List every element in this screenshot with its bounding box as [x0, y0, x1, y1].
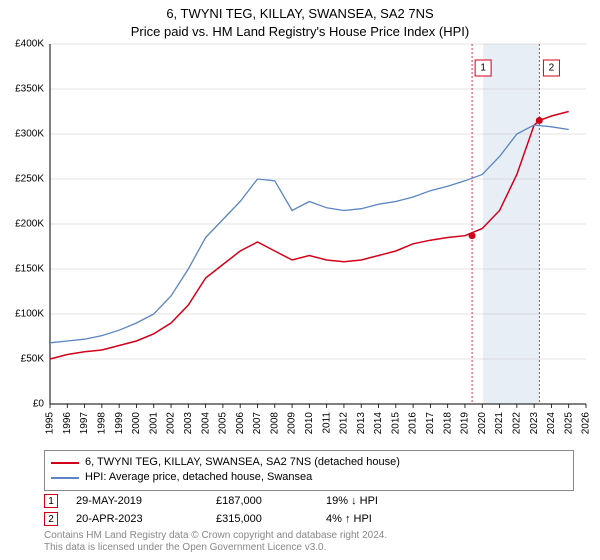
svg-text:1999: 1999: [114, 412, 125, 435]
legend-label: HPI: Average price, detached house, Swan…: [85, 470, 312, 485]
footer-attribution: Contains HM Land Registry data © Crown c…: [44, 530, 387, 554]
svg-text:£150K: £150K: [15, 264, 44, 275]
transaction-pct: 4% ↑ HPI: [326, 513, 446, 525]
svg-text:2008: 2008: [269, 412, 280, 435]
svg-text:£350K: £350K: [15, 84, 44, 95]
svg-text:2015: 2015: [390, 412, 401, 435]
footer-line-1: Contains HM Land Registry data © Crown c…: [44, 530, 387, 542]
svg-text:2026: 2026: [581, 412, 592, 435]
svg-text:2003: 2003: [183, 412, 194, 435]
svg-text:2020: 2020: [477, 412, 488, 435]
svg-text:2014: 2014: [373, 412, 384, 435]
svg-text:2001: 2001: [148, 412, 159, 435]
svg-text:2011: 2011: [321, 412, 332, 434]
svg-text:2009: 2009: [287, 412, 298, 435]
transaction-date: 29-MAY-2019: [76, 495, 216, 507]
legend-item: HPI: Average price, detached house, Swan…: [51, 470, 567, 485]
svg-text:2013: 2013: [356, 412, 367, 435]
transaction-row: 2 20-APR-2023£315,0004% ↑ HPI: [44, 510, 574, 528]
svg-text:£100K: £100K: [15, 309, 44, 320]
transaction-pct: 19% ↓ HPI: [326, 495, 446, 507]
svg-text:£200K: £200K: [15, 219, 44, 230]
svg-text:1: 1: [480, 63, 486, 74]
svg-text:1995: 1995: [45, 412, 56, 435]
svg-text:2018: 2018: [442, 412, 453, 435]
svg-text:2017: 2017: [425, 412, 436, 435]
svg-text:2007: 2007: [252, 412, 263, 435]
svg-text:2005: 2005: [218, 412, 229, 435]
svg-text:£300K: £300K: [15, 129, 44, 140]
svg-text:2019: 2019: [460, 412, 471, 435]
legend: 6, TWYNI TEG, KILLAY, SWANSEA, SA2 7NS (…: [44, 450, 574, 491]
line-chart: £0 £50K £100K £150K £200K £250K £300K £350K £400…: [0, 0, 600, 448]
transaction-row: 1 29-MAY-2019£187,00019% ↓ HPI: [44, 492, 574, 510]
legend-swatch: [51, 462, 79, 464]
svg-text:£250K: £250K: [15, 174, 44, 185]
legend-item: 6, TWYNI TEG, KILLAY, SWANSEA, SA2 7NS (…: [51, 455, 567, 470]
svg-text:2: 2: [549, 63, 555, 74]
transactions-table: 1 29-MAY-2019£187,00019% ↓ HPI 2 20-APR-202…: [44, 492, 574, 528]
svg-text:2024: 2024: [546, 412, 557, 435]
svg-text:2010: 2010: [304, 412, 315, 435]
transaction-price: £187,000: [216, 495, 326, 507]
svg-text:1996: 1996: [62, 412, 73, 435]
svg-text:2016: 2016: [408, 412, 419, 435]
svg-text:2023: 2023: [529, 412, 540, 435]
svg-text:2012: 2012: [339, 412, 350, 435]
svg-text:£50K: £50K: [21, 354, 45, 365]
svg-text:1997: 1997: [79, 412, 90, 435]
footer-line-2: This data is licensed under the Open Gov…: [44, 542, 387, 554]
svg-text:1998: 1998: [97, 412, 108, 435]
svg-text:2006: 2006: [235, 412, 246, 435]
transaction-price: £315,000: [216, 513, 326, 525]
svg-text:£400K: £400K: [15, 39, 44, 50]
transaction-marker: 1: [44, 494, 58, 508]
svg-text:2022: 2022: [511, 412, 522, 435]
transaction-marker: 2: [44, 512, 58, 526]
svg-text:2000: 2000: [131, 412, 142, 435]
svg-text:2025: 2025: [563, 412, 574, 435]
svg-text:2004: 2004: [200, 412, 211, 435]
legend-swatch: [51, 477, 79, 479]
svg-text:£0: £0: [33, 399, 45, 410]
svg-text:2002: 2002: [166, 412, 177, 435]
svg-text:2021: 2021: [494, 412, 505, 435]
transaction-date: 20-APR-2023: [76, 513, 216, 525]
legend-label: 6, TWYNI TEG, KILLAY, SWANSEA, SA2 7NS (…: [85, 455, 400, 470]
chart-container: 6, TWYNI TEG, KILLAY, SWANSEA, SA2 7NS P…: [0, 0, 600, 560]
